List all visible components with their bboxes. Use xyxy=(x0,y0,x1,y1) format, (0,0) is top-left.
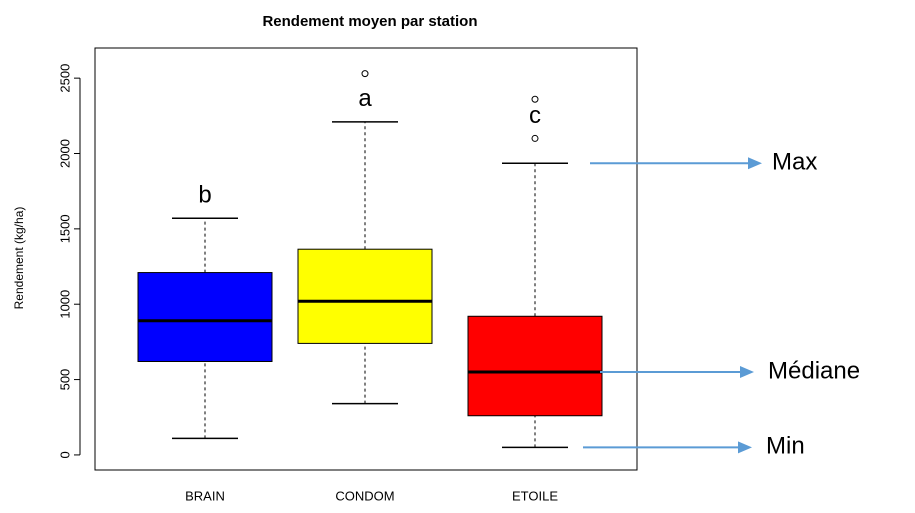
arrow-head xyxy=(740,366,754,379)
box xyxy=(467,315,603,417)
box xyxy=(137,272,273,362)
arrow-head xyxy=(748,157,762,170)
x-tick-label: CONDOM xyxy=(335,488,394,503)
outlier xyxy=(531,134,539,142)
y-tick-label: 1500 xyxy=(57,214,72,243)
arrow-head xyxy=(738,441,752,454)
annotation-label: Max xyxy=(772,149,817,176)
x-tick-label: BRAIN xyxy=(185,488,225,503)
y-tick-label: 1000 xyxy=(57,290,72,319)
plot-frame xyxy=(94,47,638,471)
outlier xyxy=(361,70,369,78)
box xyxy=(297,248,433,344)
y-tick-label: 0 xyxy=(57,451,72,458)
group-letter: c xyxy=(529,102,541,129)
y-tick-label: 2500 xyxy=(57,64,72,93)
chart-title: Rendement moyen par station xyxy=(262,13,477,30)
y-tick-label: 500 xyxy=(57,369,72,391)
annotation-label: Min xyxy=(766,433,805,460)
y-tick-label: 2000 xyxy=(57,139,72,168)
y-axis-label: Rendement (kg/ha) xyxy=(12,207,26,310)
group-letter: b xyxy=(198,182,211,209)
annotation-label: Médiane xyxy=(768,357,860,384)
outlier xyxy=(531,95,539,103)
group-letter: a xyxy=(358,85,372,112)
x-tick-label: ETOILE xyxy=(512,488,558,503)
